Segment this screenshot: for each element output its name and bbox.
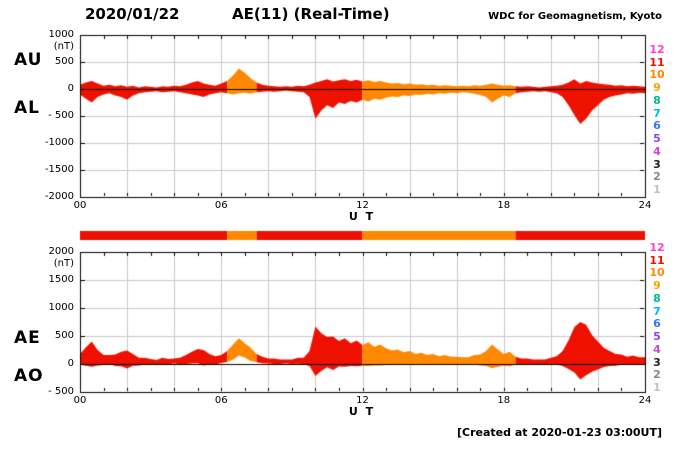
- x-tick-label: 18: [497, 395, 511, 406]
- series-label-ao: AO: [14, 366, 44, 386]
- x-axis-title-top: U T: [348, 210, 376, 223]
- station-count-4: 4: [653, 144, 661, 158]
- created-timestamp: [Created at 2020-01-23 03:00UT]: [456, 426, 662, 439]
- station-count-2: 2: [653, 368, 661, 382]
- station-count-6: 6: [653, 317, 661, 331]
- x-tick-label: 00: [73, 395, 87, 406]
- plot-date: 2020/01/22: [85, 5, 180, 23]
- station-count-3: 3: [653, 355, 661, 369]
- x-tick-label: 06: [214, 395, 228, 406]
- y-tick-label: -1500: [44, 164, 74, 175]
- y-axis-unit-label: (nT): [53, 258, 74, 269]
- y-tick-label: 500: [54, 56, 74, 67]
- x-tick-label: 12: [356, 395, 369, 406]
- x-tick-label: 24: [638, 395, 652, 406]
- y-tick-label: 0: [67, 83, 74, 94]
- x-tick-label: 18: [497, 200, 511, 211]
- station-count-12: 12: [649, 241, 665, 254]
- y-tick-label: -2000: [44, 191, 74, 202]
- station-count-2: 2: [653, 170, 661, 184]
- x-tick-label: 06: [214, 200, 228, 211]
- station-count-9: 9: [653, 81, 661, 95]
- station-count-7: 7: [653, 304, 661, 318]
- station-count-8: 8: [653, 93, 661, 107]
- station-count-1: 1: [653, 381, 661, 394]
- station-count-10: 10: [649, 266, 665, 280]
- station-count-1: 1: [653, 183, 661, 196]
- station-count-8: 8: [653, 291, 661, 305]
- plot-title: AE(11) (Real-Time): [232, 5, 390, 23]
- y-tick-label: -1000: [44, 137, 74, 148]
- x-tick-label: 24: [638, 200, 652, 211]
- station-count-5: 5: [653, 132, 661, 146]
- station-count-12: 12: [649, 43, 665, 56]
- y-tick-label: 1000: [48, 302, 74, 313]
- x-tick-label: 00: [73, 200, 87, 211]
- y-tick-label: 500: [54, 330, 74, 341]
- y-tick-label: - 500: [48, 386, 74, 397]
- x-tick-label: 12: [356, 200, 369, 211]
- y-tick-label: 1500: [48, 274, 74, 285]
- station-count-10: 10: [649, 68, 665, 82]
- station-count-11: 11: [649, 55, 665, 69]
- series-label-ae: AE: [14, 328, 41, 348]
- x-axis-title-bottom: U T: [348, 405, 376, 418]
- station-count-9: 9: [653, 279, 661, 293]
- observatory-credit: WDC for Geomagnetism, Kyoto: [488, 11, 662, 22]
- station-count-4: 4: [653, 342, 661, 356]
- station-count-3: 3: [653, 157, 661, 171]
- station-count-6: 6: [653, 119, 661, 133]
- y-tick-label: 2000: [48, 246, 74, 257]
- series-label-au: AU: [14, 50, 43, 70]
- series-label-al: AL: [14, 98, 40, 118]
- y-tick-label: - 500: [48, 110, 74, 121]
- y-axis-unit-label: (nT): [53, 41, 74, 52]
- station-count-11: 11: [649, 253, 665, 267]
- station-count-5: 5: [653, 330, 661, 344]
- station-count-7: 7: [653, 106, 661, 120]
- y-tick-label: 0: [67, 358, 74, 369]
- y-tick-label: 1000: [48, 29, 74, 40]
